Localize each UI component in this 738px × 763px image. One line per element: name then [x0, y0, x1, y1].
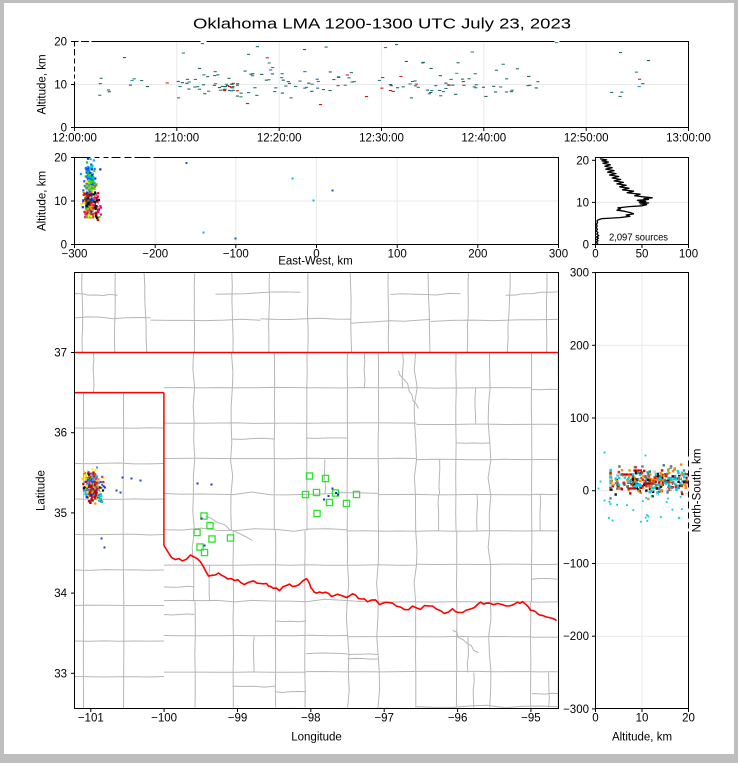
svg-text:0: 0 [583, 486, 589, 498]
svg-text:300: 300 [549, 249, 568, 261]
svg-text:20: 20 [576, 155, 589, 167]
svg-text:Altitude, km: Altitude, km [37, 171, 49, 231]
svg-text:Oklahoma LMA 1200-1300 UTC Jul: Oklahoma LMA 1200-1300 UTC July 23, 2023 [193, 16, 571, 33]
svg-text:0: 0 [313, 249, 319, 261]
svg-text:−200: −200 [142, 249, 168, 261]
svg-text:−95: −95 [521, 713, 541, 725]
svg-text:20: 20 [54, 37, 67, 49]
svg-text:12:40:00: 12:40:00 [461, 133, 506, 145]
svg-text:36: 36 [54, 428, 67, 440]
svg-text:Latitude: Latitude [36, 470, 48, 511]
svg-text:12:10:00: 12:10:00 [154, 133, 199, 145]
svg-text:East-West, km: East-West, km [278, 256, 353, 268]
svg-text:33: 33 [54, 668, 67, 680]
svg-text:20: 20 [54, 153, 67, 165]
svg-text:200: 200 [468, 249, 487, 261]
svg-text:100: 100 [388, 249, 407, 261]
svg-text:200: 200 [570, 340, 589, 352]
svg-text:2,097 sources: 2,097 sources [609, 233, 668, 244]
svg-text:Altitude, km: Altitude, km [612, 732, 672, 744]
svg-text:−97: −97 [374, 713, 394, 725]
svg-text:0: 0 [61, 123, 67, 135]
svg-text:12:00:00: 12:00:00 [52, 133, 97, 145]
svg-text:35: 35 [54, 508, 67, 520]
svg-text:100: 100 [570, 413, 589, 425]
svg-text:50: 50 [636, 249, 649, 261]
svg-text:10: 10 [636, 713, 649, 725]
svg-text:Longitude: Longitude [291, 732, 342, 744]
svg-text:−300: −300 [62, 249, 88, 261]
svg-text:10: 10 [54, 80, 67, 92]
svg-text:−200: −200 [563, 631, 589, 643]
svg-text:Altitude, km: Altitude, km [37, 54, 49, 114]
svg-text:100: 100 [679, 249, 698, 261]
svg-text:−99: −99 [228, 713, 248, 725]
svg-text:12:30:00: 12:30:00 [359, 133, 404, 145]
svg-text:13:00:00: 13:00:00 [666, 133, 711, 145]
svg-text:−300: −300 [563, 704, 589, 716]
svg-text:10: 10 [576, 197, 589, 209]
svg-text:300: 300 [570, 268, 589, 280]
svg-text:12:20:00: 12:20:00 [257, 133, 302, 145]
svg-text:−96: −96 [448, 713, 468, 725]
svg-text:0: 0 [592, 713, 598, 725]
svg-text:0: 0 [583, 240, 589, 252]
svg-text:37: 37 [54, 348, 67, 360]
svg-text:10: 10 [54, 196, 67, 208]
svg-text:34: 34 [54, 588, 67, 600]
svg-text:−100: −100 [563, 559, 589, 571]
svg-text:0: 0 [592, 249, 598, 261]
svg-text:0: 0 [61, 240, 67, 252]
svg-text:−101: −101 [78, 713, 104, 725]
svg-text:−98: −98 [301, 713, 321, 725]
svg-text:North-South, km: North-South, km [692, 449, 704, 533]
svg-text:−100: −100 [223, 249, 249, 261]
svg-text:−100: −100 [151, 713, 177, 725]
svg-text:12:50:00: 12:50:00 [564, 133, 609, 145]
svg-text:20: 20 [682, 713, 695, 725]
